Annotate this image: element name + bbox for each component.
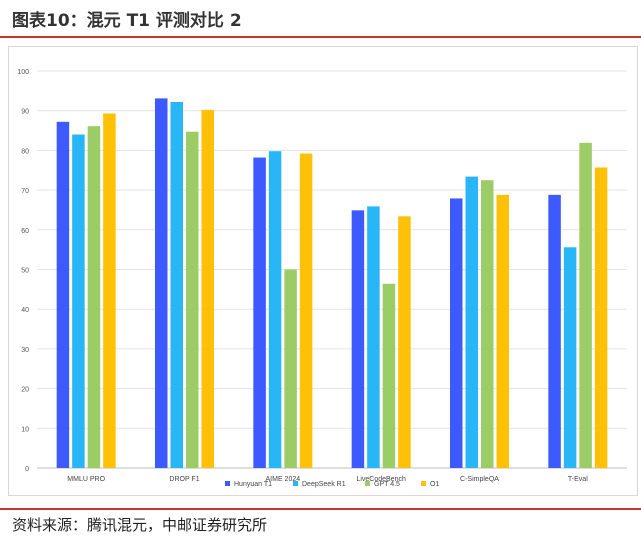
source-note: 资料来源：腾讯混元，中邮证券研究所 xyxy=(12,516,268,534)
bar xyxy=(72,134,85,468)
x-tick-label: MMLU PRO xyxy=(67,476,105,483)
bar xyxy=(87,126,101,469)
bar xyxy=(594,167,608,468)
bar xyxy=(367,206,380,468)
bar xyxy=(170,101,183,468)
y-tick-label: 20 xyxy=(21,387,29,394)
label-layer: 0 10 20 30 40 50 60 70 80 90 100 MMLU PRO DROP F1 AIM… xyxy=(17,69,588,483)
y-tick-label: 70 xyxy=(21,188,29,195)
y-tick-label: 90 xyxy=(21,109,29,116)
bar xyxy=(299,153,313,468)
legend: Hunyuan T1 DeepSeek R1 GPT 4.5 O1 xyxy=(225,481,439,488)
x-tick-label: T-Eval xyxy=(568,476,588,483)
y-tick-label: 80 xyxy=(21,148,29,155)
y-tick-label: 0 xyxy=(25,466,29,473)
legend-swatch xyxy=(225,481,230,486)
x-tick-label: AIME 2024 xyxy=(266,476,301,483)
bar-layer xyxy=(56,98,608,469)
legend-swatch xyxy=(421,481,426,486)
y-tick-label: 40 xyxy=(21,307,29,314)
bar xyxy=(496,194,509,468)
y-tick-label: 100 xyxy=(17,69,29,76)
legend-label: DeepSeek R1 xyxy=(302,481,346,488)
bar xyxy=(579,142,592,468)
bar-chart: 0 10 20 30 40 50 60 70 80 90 100 MMLU PRO DROP F1 AIM… xyxy=(17,69,627,488)
bar xyxy=(481,180,494,469)
y-tick-label: 50 xyxy=(21,268,29,275)
y-tick-label: 60 xyxy=(21,228,29,235)
grid-layer xyxy=(37,70,627,469)
x-tick-label: LiveCodeBench xyxy=(356,476,406,483)
bar xyxy=(186,131,199,468)
figure-title: 图表10：混元 T1 评测对比 2 xyxy=(12,11,242,31)
bar xyxy=(201,109,214,468)
bar xyxy=(450,198,463,468)
legend-swatch xyxy=(365,481,370,486)
top-rule xyxy=(0,36,641,38)
x-tick-label: DROP F1 xyxy=(169,476,199,483)
y-tick-label: 10 xyxy=(21,426,29,433)
bar xyxy=(351,210,365,469)
bar xyxy=(284,269,297,468)
bar xyxy=(155,98,168,468)
legend-label: GPT 4.5 xyxy=(374,481,400,488)
bar xyxy=(382,283,396,468)
x-tick-label: C-SimpleQA xyxy=(460,476,499,483)
chart-frame: 0 10 20 30 40 50 60 70 80 90 100 MMLU PRO DROP F1 AIM… xyxy=(8,46,638,496)
legend-label: O1 xyxy=(430,481,439,488)
bottom-rule xyxy=(0,508,641,510)
legend-swatch xyxy=(293,481,298,486)
y-tick-label: 30 xyxy=(21,347,29,354)
bar xyxy=(398,216,411,468)
bar xyxy=(548,194,561,468)
legend-label: Hunyuan T1 xyxy=(234,481,272,488)
bar xyxy=(253,157,266,468)
bar xyxy=(268,151,282,468)
bar xyxy=(103,113,116,468)
bar xyxy=(56,121,70,468)
bar xyxy=(465,176,478,469)
bar xyxy=(563,247,577,468)
